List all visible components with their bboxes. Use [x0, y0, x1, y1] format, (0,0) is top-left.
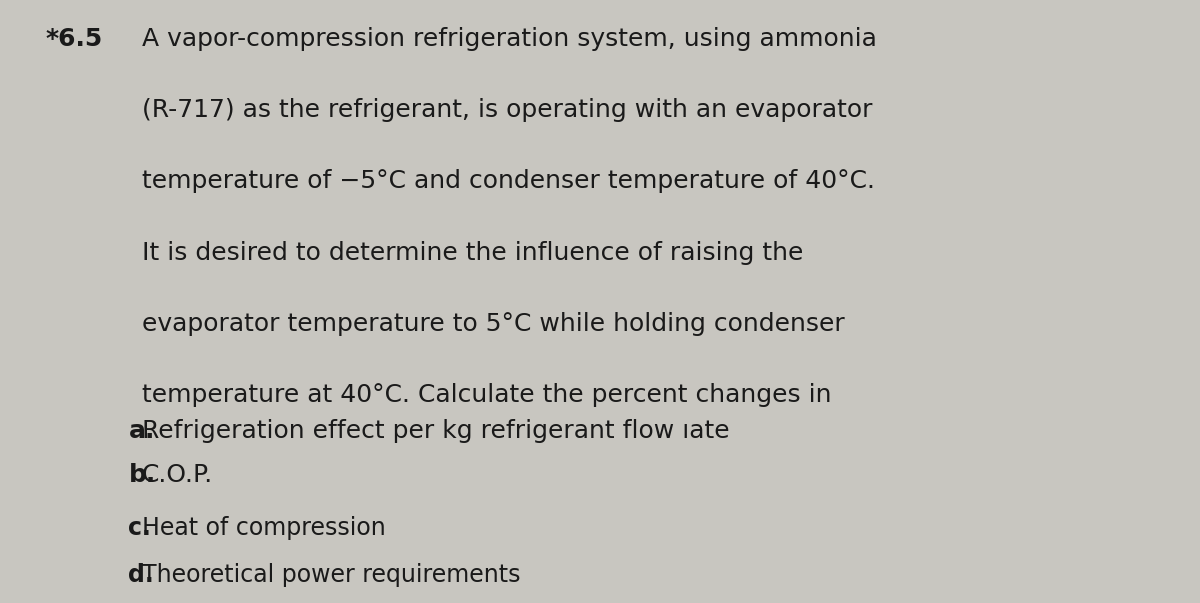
Text: d.: d.: [128, 563, 154, 587]
Text: temperature at 40°C. Calculate the percent changes in: temperature at 40°C. Calculate the perce…: [142, 383, 832, 407]
Text: It is desired to determine the influence of raising the: It is desired to determine the influence…: [142, 241, 803, 265]
Text: C.O.P.: C.O.P.: [142, 463, 212, 487]
Text: A vapor-compression refrigeration system, using ammonia: A vapor-compression refrigeration system…: [142, 27, 876, 51]
Text: temperature of −5°C and condenser temperature of 40°C.: temperature of −5°C and condenser temper…: [142, 169, 875, 194]
Text: a.: a.: [128, 419, 155, 443]
Text: Heat of compression: Heat of compression: [142, 516, 385, 540]
Text: *6.5: *6.5: [46, 27, 103, 51]
Text: b.: b.: [128, 463, 156, 487]
Text: Refrigeration effect per kg refrigerant flow ıate: Refrigeration effect per kg refrigerant …: [142, 419, 730, 443]
Text: Theoretical power requirements: Theoretical power requirements: [142, 563, 520, 587]
Text: c.: c.: [128, 516, 151, 540]
Text: evaporator temperature to 5°C while holding condenser: evaporator temperature to 5°C while hold…: [142, 312, 845, 336]
Text: (R-717) as the refrigerant, is operating with an evaporator: (R-717) as the refrigerant, is operating…: [142, 98, 872, 122]
